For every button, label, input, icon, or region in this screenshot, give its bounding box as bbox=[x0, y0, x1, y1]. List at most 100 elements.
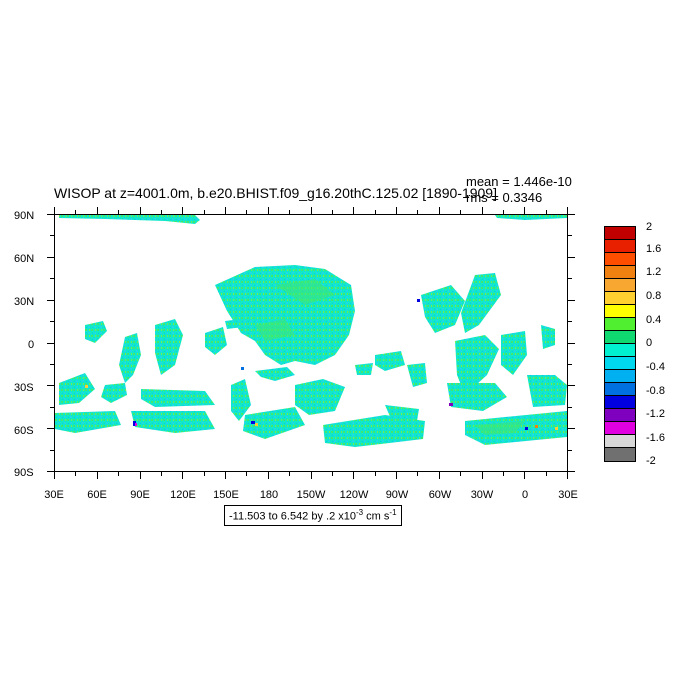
lon-minor-tick bbox=[375, 210, 376, 214]
colorbar-swatch bbox=[605, 227, 635, 240]
lon-minor-tick bbox=[204, 210, 205, 214]
lon-label-30w: 30W bbox=[470, 489, 494, 501]
colorbar-label: 0.4 bbox=[646, 314, 662, 326]
lon-major-tick bbox=[353, 207, 354, 214]
lon-label-150e: 150E bbox=[213, 489, 239, 501]
colorbar-swatch bbox=[605, 292, 635, 305]
range-text: -11.503 to 6.542 by .2 x10 bbox=[229, 510, 356, 523]
lon-minor-tick bbox=[460, 210, 461, 214]
lat-minor-tick bbox=[50, 278, 54, 279]
lon-minor-tick bbox=[375, 472, 376, 476]
lat-label-30n: 30N bbox=[14, 296, 35, 308]
lon-major-tick bbox=[567, 472, 568, 479]
lat-minor-tick bbox=[50, 407, 54, 408]
mean-stat: mean = 1.446e-10 bbox=[466, 174, 572, 189]
lon-label-30e-end: 30E bbox=[558, 489, 578, 501]
lat-major-tick bbox=[47, 300, 54, 301]
colorbar bbox=[604, 226, 636, 462]
lon-minor-tick bbox=[289, 210, 290, 214]
colorbar-label: -2 bbox=[646, 455, 656, 467]
lat-major-tick bbox=[568, 471, 575, 472]
colorbar-label: -0.4 bbox=[646, 361, 665, 373]
rms-stat: rms = 0.3346 bbox=[466, 190, 543, 205]
colorbar-label: -0.8 bbox=[646, 385, 665, 397]
colorbar-label: -1.6 bbox=[646, 432, 665, 444]
lat-major-tick bbox=[47, 428, 54, 429]
colorbar-swatch bbox=[605, 448, 635, 461]
map-plot-area bbox=[54, 214, 568, 472]
lon-major-tick bbox=[225, 207, 226, 214]
lon-major-tick bbox=[54, 207, 55, 214]
lon-minor-tick bbox=[161, 472, 162, 476]
lon-major-tick bbox=[225, 472, 226, 479]
colorbar-swatch bbox=[605, 357, 635, 370]
colorbar-swatch bbox=[605, 409, 635, 422]
lon-minor-tick bbox=[417, 472, 418, 476]
strong-anomaly-dots bbox=[85, 299, 558, 430]
lat-major-tick bbox=[568, 214, 575, 215]
lon-minor-tick bbox=[118, 472, 119, 476]
colorbar-label: 1.2 bbox=[646, 266, 662, 278]
lat-label-90n: 90N bbox=[14, 210, 35, 222]
lon-minor-tick bbox=[503, 210, 504, 214]
colorbar-swatch bbox=[605, 383, 635, 396]
lat-major-tick bbox=[568, 343, 575, 344]
lat-minor-tick bbox=[50, 364, 54, 365]
lon-major-tick bbox=[524, 207, 525, 214]
lat-minor-tick bbox=[568, 235, 572, 236]
lon-minor-tick bbox=[75, 210, 76, 214]
lon-major-tick bbox=[524, 472, 525, 479]
lon-minor-tick bbox=[332, 210, 333, 214]
lat-major-tick bbox=[47, 257, 54, 258]
lon-label-150w: 150W bbox=[296, 489, 326, 501]
colorbar-swatch bbox=[605, 344, 635, 357]
lat-label-60n: 60N bbox=[14, 253, 35, 265]
lat-label-0: 0 bbox=[28, 339, 35, 351]
lon-major-tick bbox=[97, 207, 98, 214]
lon-label-180: 180 bbox=[259, 489, 279, 501]
lon-major-tick bbox=[54, 472, 55, 479]
lat-major-tick bbox=[47, 471, 54, 472]
lon-minor-tick bbox=[546, 472, 547, 476]
lon-label-60w: 60W bbox=[428, 489, 452, 501]
ocean-field-patches bbox=[55, 215, 567, 447]
range-exponent: -3 bbox=[356, 508, 364, 517]
colorbar-swatch bbox=[605, 435, 635, 448]
lon-minor-tick bbox=[204, 472, 205, 476]
lon-minor-tick bbox=[460, 472, 461, 476]
map-title: WISOP at z=4001.0m, b.e20.BHIST.f09_g16.… bbox=[54, 185, 497, 201]
lon-major-tick bbox=[268, 207, 269, 214]
lon-major-tick bbox=[182, 207, 183, 214]
colorbar-label: 0 bbox=[646, 337, 653, 349]
colorbar-swatch bbox=[605, 422, 635, 435]
lon-major-tick bbox=[567, 207, 568, 214]
lon-major-tick bbox=[439, 472, 440, 479]
colorbar-label: 2 bbox=[646, 221, 653, 233]
lon-minor-tick bbox=[246, 472, 247, 476]
lon-label-120w: 120W bbox=[339, 489, 369, 501]
lat-minor-tick bbox=[50, 450, 54, 451]
lat-minor-tick bbox=[568, 364, 572, 365]
lon-major-tick bbox=[482, 472, 483, 479]
lon-minor-tick bbox=[75, 472, 76, 476]
lon-minor-tick bbox=[332, 472, 333, 476]
lat-major-tick bbox=[568, 300, 575, 301]
lon-major-tick bbox=[182, 472, 183, 479]
lat-minor-tick bbox=[568, 321, 572, 322]
lon-label-90e: 90E bbox=[130, 489, 150, 501]
contour-range-box: -11.503 to 6.542 by .2 x10-3 cm s-1 bbox=[224, 505, 402, 526]
lon-label-120e: 120E bbox=[170, 489, 196, 501]
lon-major-tick bbox=[140, 207, 141, 214]
lon-major-tick bbox=[140, 472, 141, 479]
map-field bbox=[55, 215, 567, 447]
lat-minor-tick bbox=[50, 235, 54, 236]
lat-label-30s: 30S bbox=[14, 382, 34, 394]
colorbar-swatch bbox=[605, 305, 635, 318]
lon-minor-tick bbox=[417, 210, 418, 214]
lat-major-tick bbox=[568, 428, 575, 429]
lon-major-tick bbox=[482, 207, 483, 214]
lon-major-tick bbox=[268, 472, 269, 479]
colorbar-label: -1.2 bbox=[646, 408, 665, 420]
lon-label-90w: 90W bbox=[385, 489, 409, 501]
range-units: cm s bbox=[363, 510, 390, 523]
